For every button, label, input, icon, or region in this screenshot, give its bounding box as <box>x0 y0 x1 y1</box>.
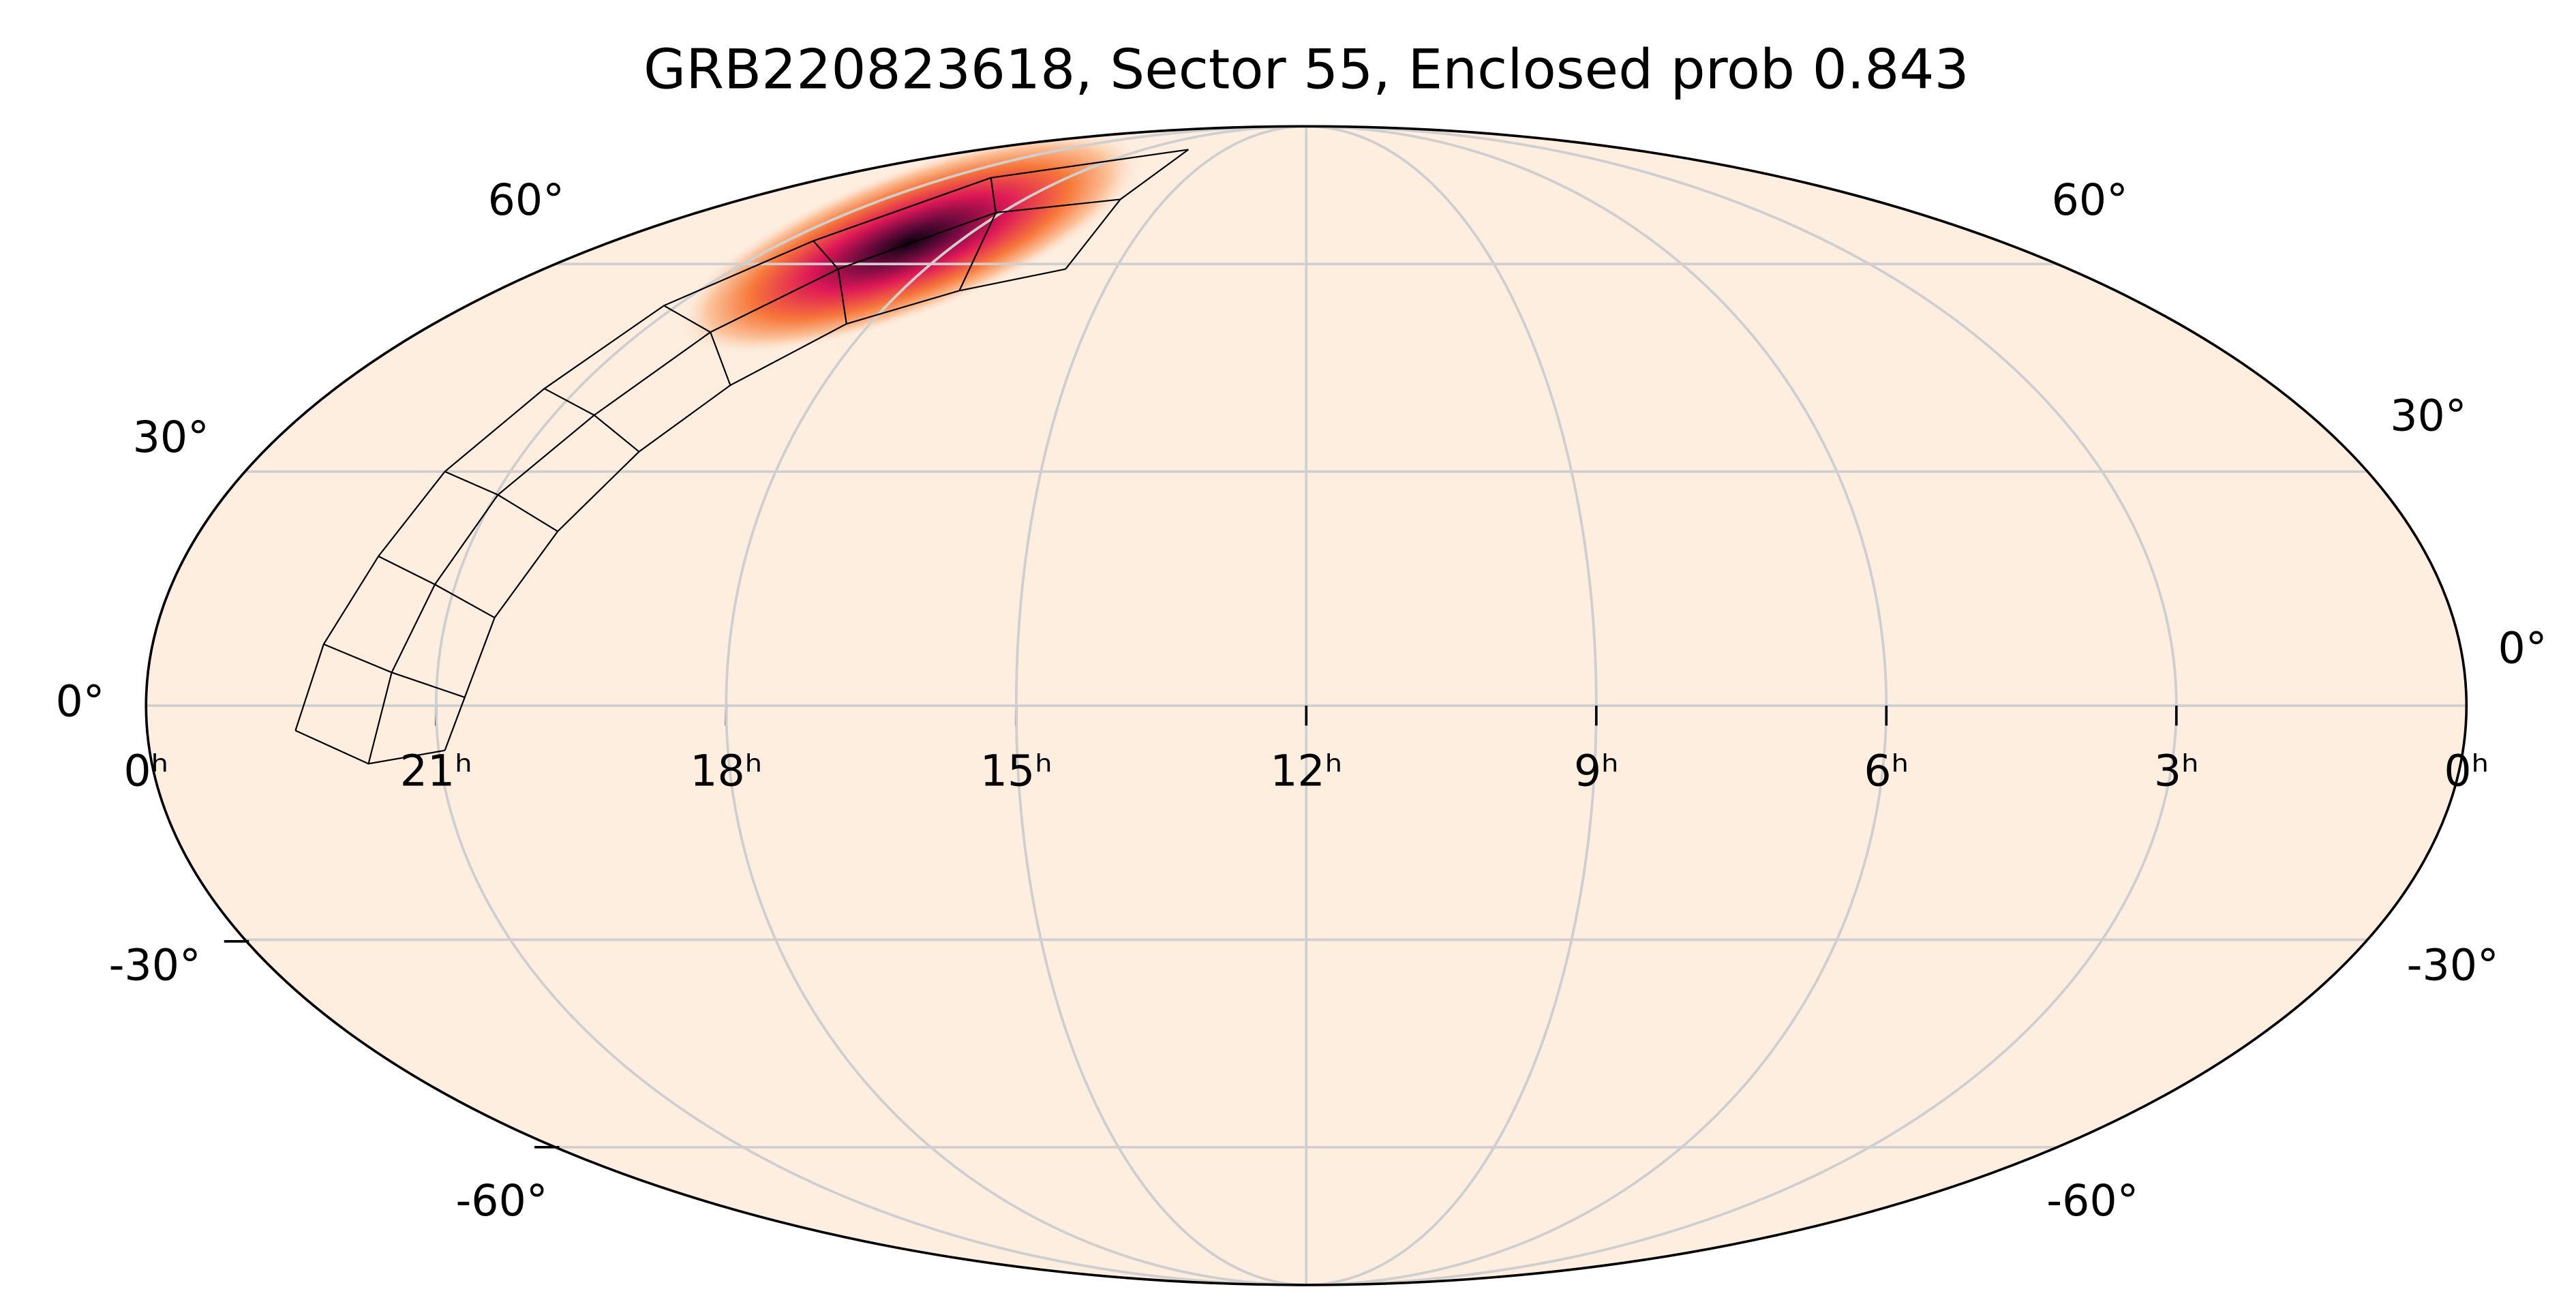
dec-label-left: 0° <box>55 676 104 726</box>
dec-label-right: 60° <box>2052 175 2128 225</box>
ra-label: 0ʰ <box>2444 746 2489 796</box>
chart-title: GRB220823618, Sector 55, Enclosed prob 0… <box>643 37 1969 101</box>
footprint-divider <box>813 240 847 324</box>
probability-map <box>676 130 1144 355</box>
dec-label-left: -60° <box>455 1175 547 1226</box>
ra-label: 3ʰ <box>2154 746 2199 796</box>
footprint-divider <box>663 305 731 386</box>
dec-label-left: 60° <box>488 175 564 225</box>
ra-label: 15ʰ <box>980 746 1052 796</box>
ra-label: 9ʰ <box>1574 746 1619 796</box>
ra-label: 21ʰ <box>400 746 472 796</box>
dec-label-left: -30° <box>109 939 201 990</box>
tick-labels: 60° 60° 30° 30° 0° 0° -30° -30° -60° -60° 0ʰ 21ʰ 18ʰ… <box>55 175 2547 1226</box>
dec-label-left: 30° <box>133 412 209 462</box>
footprint-divider <box>1065 149 1189 270</box>
footprint-divider <box>378 555 496 619</box>
sky-boundary <box>145 125 2468 1286</box>
ra-label: 18ʰ <box>690 746 762 796</box>
probability-region <box>676 130 1144 355</box>
footprint-divider <box>958 177 997 291</box>
footprint-divider <box>444 470 558 532</box>
dec-label-right: 30° <box>2390 390 2466 440</box>
ra-label: 6ʰ <box>1864 746 1909 796</box>
ra-label: 12ʰ <box>1270 746 1342 796</box>
footprint-divider <box>323 644 466 698</box>
dec-label-right: 0° <box>2498 622 2547 673</box>
ccd-footprints <box>294 149 1189 765</box>
footprint-divider <box>294 729 445 765</box>
dec-label-right: -60° <box>2046 1175 2138 1226</box>
dec-label-right: -30° <box>2407 939 2499 990</box>
ra-label: 0ʰ <box>123 746 168 796</box>
footprint-divider <box>544 388 640 453</box>
